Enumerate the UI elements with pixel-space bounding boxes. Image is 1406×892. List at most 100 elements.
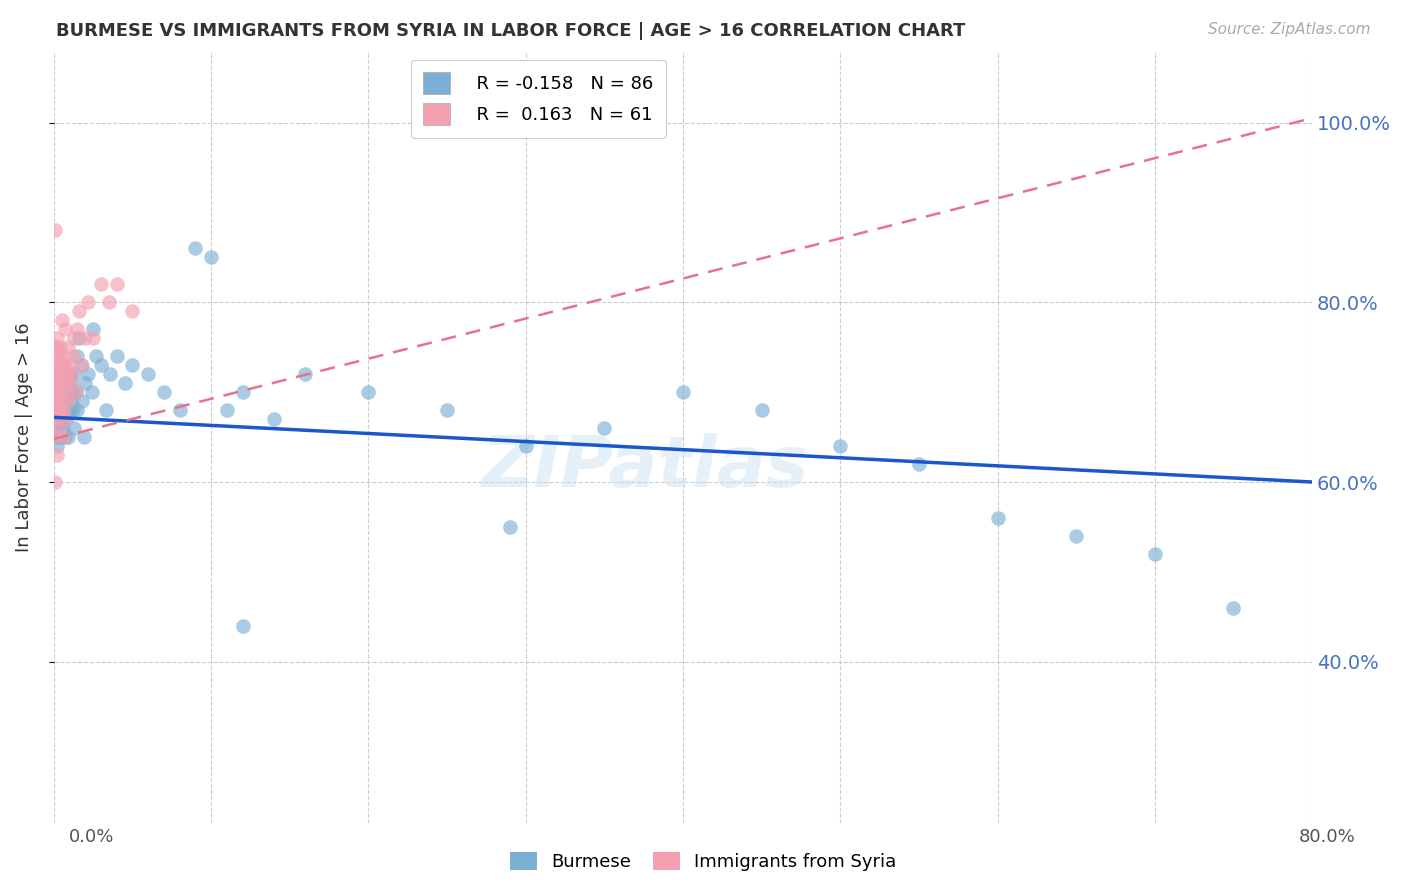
Point <box>46 376 69 391</box>
Point <box>63 421 86 435</box>
Point <box>184 241 207 255</box>
Text: BURMESE VS IMMIGRANTS FROM SYRIA IN LABOR FORCE | AGE > 16 CORRELATION CHART: BURMESE VS IMMIGRANTS FROM SYRIA IN LABO… <box>56 22 966 40</box>
Point <box>58 358 80 372</box>
Point <box>63 331 86 345</box>
Point <box>46 448 69 462</box>
Point <box>49 403 72 417</box>
Point <box>46 376 69 391</box>
Point <box>51 394 73 409</box>
Point <box>48 358 70 372</box>
Point <box>294 367 316 381</box>
Point <box>44 376 66 391</box>
Point <box>48 367 70 381</box>
Point <box>56 340 79 354</box>
Legend:   R = -0.158   N = 86,   R =  0.163   N = 61: R = -0.158 N = 86, R = 0.163 N = 61 <box>411 60 666 138</box>
Point <box>1064 529 1087 543</box>
Point <box>73 430 96 444</box>
Point <box>44 412 66 426</box>
Point <box>105 349 128 363</box>
Point <box>46 331 69 345</box>
Point <box>94 403 117 417</box>
Point <box>52 385 75 400</box>
Point <box>56 430 79 444</box>
Point <box>232 619 254 633</box>
Point <box>46 340 69 354</box>
Point <box>672 385 695 400</box>
Point <box>56 403 79 417</box>
Point <box>69 358 91 372</box>
Point <box>51 412 73 426</box>
Point <box>51 376 73 391</box>
Point <box>52 403 75 417</box>
Point <box>67 304 90 318</box>
Point <box>66 322 89 336</box>
Point <box>60 394 83 409</box>
Point <box>48 430 70 444</box>
Point <box>357 385 380 400</box>
Point <box>48 403 70 417</box>
Point <box>215 403 238 417</box>
Point <box>70 358 93 372</box>
Point <box>75 331 97 345</box>
Point <box>52 421 75 435</box>
Point <box>263 412 285 426</box>
Point <box>46 403 69 417</box>
Point <box>55 412 77 426</box>
Point <box>60 367 83 381</box>
Point <box>51 430 73 444</box>
Point <box>105 277 128 292</box>
Point <box>58 403 80 417</box>
Point <box>82 331 104 345</box>
Point <box>49 385 72 400</box>
Point <box>46 349 69 363</box>
Point <box>49 385 72 400</box>
Point <box>52 376 75 391</box>
Point <box>65 385 87 400</box>
Text: 80.0%: 80.0% <box>1299 828 1355 846</box>
Point <box>77 367 100 381</box>
Point <box>84 349 107 363</box>
Point <box>515 439 537 453</box>
Point <box>987 511 1010 525</box>
Point <box>751 403 773 417</box>
Point <box>49 376 72 391</box>
Point <box>62 403 84 417</box>
Point <box>593 421 616 435</box>
Point <box>46 421 69 435</box>
Point <box>56 394 79 409</box>
Point <box>58 376 80 391</box>
Point <box>48 367 70 381</box>
Point <box>44 430 66 444</box>
Point <box>48 394 70 409</box>
Point <box>63 367 86 381</box>
Legend: Burmese, Immigrants from Syria: Burmese, Immigrants from Syria <box>502 845 904 879</box>
Point <box>51 394 73 409</box>
Point <box>46 439 69 453</box>
Point <box>499 520 522 534</box>
Point <box>121 358 143 372</box>
Point <box>830 439 852 453</box>
Point <box>53 367 76 381</box>
Point <box>53 358 76 372</box>
Point <box>44 385 66 400</box>
Point <box>44 340 66 354</box>
Point <box>82 322 104 336</box>
Point <box>62 385 84 400</box>
Point <box>56 385 79 400</box>
Point <box>52 349 75 363</box>
Point <box>55 367 77 381</box>
Point <box>53 385 76 400</box>
Point <box>55 376 77 391</box>
Point <box>153 385 176 400</box>
Point <box>908 457 931 471</box>
Point <box>53 403 76 417</box>
Point <box>75 376 97 391</box>
Point <box>52 403 75 417</box>
Point <box>90 277 112 292</box>
Point <box>48 385 70 400</box>
Point <box>53 430 76 444</box>
Point <box>100 367 122 381</box>
Point <box>58 367 80 381</box>
Point <box>66 403 89 417</box>
Point <box>1143 547 1166 561</box>
